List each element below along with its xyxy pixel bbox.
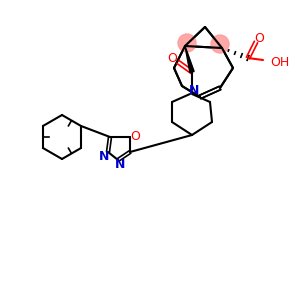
Text: O: O bbox=[254, 32, 264, 44]
Text: N: N bbox=[115, 158, 125, 172]
Text: N: N bbox=[189, 83, 199, 97]
Text: N: N bbox=[99, 151, 109, 164]
Text: OH: OH bbox=[270, 56, 289, 68]
Text: O: O bbox=[167, 52, 177, 65]
Circle shape bbox=[178, 34, 196, 52]
Text: O: O bbox=[130, 130, 140, 142]
Circle shape bbox=[211, 35, 229, 53]
Polygon shape bbox=[185, 46, 194, 73]
